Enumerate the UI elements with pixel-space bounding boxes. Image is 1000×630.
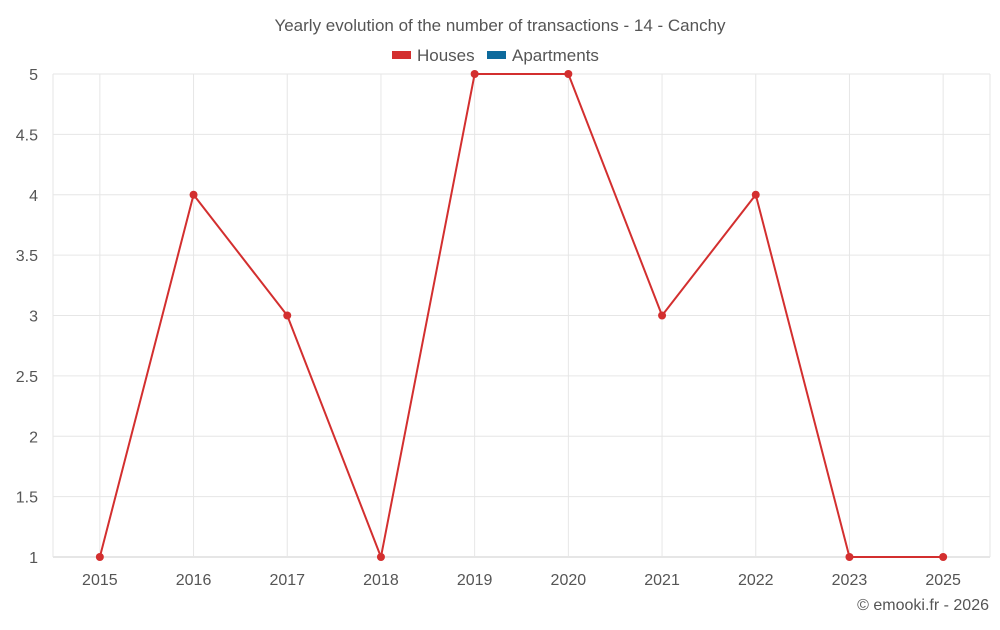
legend-label-houses: Houses <box>417 46 475 65</box>
y-tick-label: 1.5 <box>16 490 38 507</box>
legend-swatch-apartments <box>487 51 506 59</box>
y-tick-label: 4.5 <box>16 127 38 144</box>
y-tick-label: 2 <box>29 429 38 446</box>
x-tick-label: 2017 <box>269 572 305 589</box>
y-tick-label: 1 <box>29 550 38 567</box>
x-tick-label: 2025 <box>925 572 961 589</box>
x-axis-ticks: 2015 2016 2017 2018 2019 2020 2021 2022 2023 2025 <box>82 572 961 589</box>
data-point-houses[interactable] <box>283 311 292 320</box>
data-point-houses[interactable] <box>751 190 760 199</box>
legend-item-houses[interactable]: Houses <box>392 46 475 65</box>
credit-text: © emooki.fr - 2026 <box>857 597 989 614</box>
series-houses <box>95 70 948 561</box>
x-tick-label: 2023 <box>832 572 868 589</box>
x-tick-label: 2015 <box>82 572 118 589</box>
y-tick-label: 2.5 <box>16 369 38 386</box>
x-tick-label: 2019 <box>457 572 493 589</box>
legend: Houses Apartments <box>392 46 599 65</box>
y-tick-label: 4 <box>29 188 38 205</box>
x-tick-label: 2016 <box>176 572 212 589</box>
series-line-houses <box>98 73 944 561</box>
y-tick-label: 3.5 <box>16 248 38 265</box>
data-point-houses[interactable] <box>470 70 479 78</box>
grid <box>52 73 991 558</box>
chart-title: Yearly evolution of the number of transa… <box>274 16 726 35</box>
x-tick-label: 2020 <box>551 572 587 589</box>
data-point-houses[interactable] <box>845 553 854 561</box>
y-tick-label: 5 <box>29 67 38 84</box>
y-axis-ticks: 1 1.5 2 2.5 3 3.5 4 4.5 5 <box>16 67 38 567</box>
data-point-houses[interactable] <box>564 70 573 78</box>
data-point-houses[interactable] <box>658 311 667 320</box>
legend-item-apartments[interactable]: Apartments <box>487 46 599 65</box>
data-point-houses[interactable] <box>95 553 104 561</box>
legend-label-apartments: Apartments <box>512 46 599 65</box>
data-point-houses[interactable] <box>189 190 198 199</box>
data-point-houses[interactable] <box>376 553 385 561</box>
data-point-houses[interactable] <box>939 553 948 561</box>
y-tick-label: 3 <box>29 309 38 326</box>
x-tick-label: 2022 <box>738 572 774 589</box>
legend-swatch-houses <box>392 51 411 59</box>
x-tick-label: 2021 <box>644 572 680 589</box>
x-tick-label: 2018 <box>363 572 399 589</box>
